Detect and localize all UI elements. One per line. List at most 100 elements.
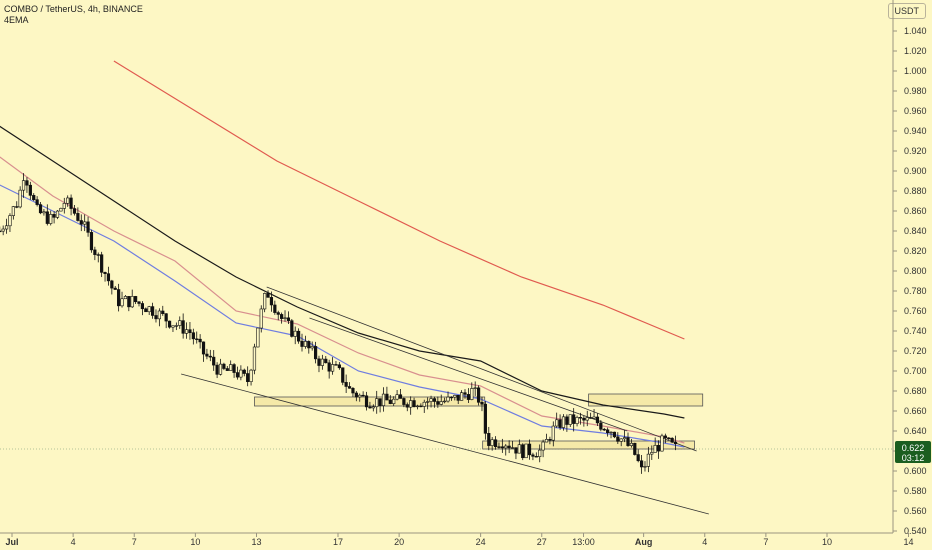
x-tick-label: 4	[702, 537, 707, 547]
candle	[198, 334, 202, 349]
candle-body	[283, 317, 287, 319]
candle-body	[663, 435, 667, 439]
candle	[300, 333, 304, 352]
candle-body	[460, 392, 464, 401]
candle	[242, 368, 246, 377]
candle	[161, 305, 165, 316]
candle	[589, 412, 593, 419]
candle-body	[134, 296, 138, 303]
candle-body	[263, 293, 267, 310]
candle	[1, 225, 5, 236]
candle	[378, 398, 382, 413]
candle-body	[127, 296, 131, 308]
candle	[341, 367, 345, 386]
candle	[174, 322, 178, 331]
candle-body	[218, 363, 223, 375]
candle-body	[490, 439, 494, 446]
candle-body	[266, 293, 270, 298]
candle-body	[626, 437, 630, 446]
candle	[636, 449, 640, 463]
candle-body	[205, 353, 209, 357]
candle	[619, 438, 623, 447]
candle	[225, 366, 229, 371]
candle	[670, 437, 674, 444]
candle-body	[334, 364, 338, 366]
candle-body	[371, 406, 375, 409]
trend-line	[309, 317, 628, 432]
candle	[25, 177, 29, 193]
candle	[568, 414, 572, 428]
candle	[388, 395, 392, 405]
candle-body	[388, 399, 392, 404]
candle	[443, 397, 447, 404]
candle-body	[0, 230, 2, 233]
candle-body	[381, 393, 386, 406]
candle-body	[239, 369, 243, 378]
candle-body	[157, 310, 161, 320]
candle-body	[497, 446, 501, 448]
candle-body	[653, 445, 657, 453]
y-tick-label: 0.900	[904, 166, 927, 176]
candle-body	[565, 416, 569, 425]
x-tick-label: 13	[251, 537, 261, 547]
candle	[344, 374, 348, 393]
candle-body	[344, 382, 348, 387]
y-tick-label: 0.660	[904, 406, 927, 416]
candle	[45, 204, 49, 226]
candle-body	[232, 364, 236, 373]
candle-body	[249, 369, 253, 382]
candle	[330, 357, 335, 375]
candle	[195, 331, 199, 344]
y-tick-label: 0.740	[904, 326, 927, 336]
candle-body	[667, 437, 671, 439]
candle-body	[198, 338, 202, 343]
candle-body	[422, 401, 426, 407]
candle-body	[395, 394, 399, 400]
candle	[663, 433, 667, 444]
candle-body	[409, 400, 413, 408]
candle-body	[310, 346, 314, 349]
candle-body	[527, 443, 532, 456]
candle	[127, 296, 131, 312]
candle	[653, 437, 657, 453]
y-tick-label: 0.860	[904, 206, 927, 216]
indicator-label[interactable]: 4EMA	[4, 15, 29, 25]
candle	[93, 246, 97, 261]
candle	[371, 404, 375, 412]
candle	[616, 432, 620, 444]
candle-body	[252, 346, 257, 371]
y-tick-label: 0.760	[904, 306, 927, 316]
candle	[582, 415, 586, 427]
currency-button[interactable]: USDT	[887, 3, 926, 19]
candle	[103, 271, 107, 282]
candle	[113, 285, 117, 290]
candle-body	[385, 393, 389, 401]
candle-body	[453, 394, 457, 398]
candle-body	[273, 304, 277, 313]
candle	[453, 394, 457, 401]
candle	[633, 442, 637, 456]
candle-body	[66, 197, 70, 204]
candle-body	[195, 338, 199, 340]
candle-body	[456, 394, 460, 401]
candle	[565, 414, 569, 432]
candle-body	[375, 398, 379, 408]
candle	[208, 349, 212, 362]
candle	[490, 436, 494, 451]
candle-body	[487, 433, 491, 446]
candle-body	[181, 320, 185, 334]
candle-body	[45, 211, 49, 224]
candle	[476, 385, 481, 406]
candle	[164, 313, 168, 329]
candle	[402, 397, 406, 408]
candle-body	[568, 414, 572, 425]
candle-body	[463, 392, 467, 395]
candle	[646, 446, 650, 473]
candle	[201, 341, 206, 362]
candle	[134, 295, 138, 304]
candle	[320, 354, 324, 370]
candle	[541, 439, 545, 458]
ema-line	[113, 60, 685, 340]
